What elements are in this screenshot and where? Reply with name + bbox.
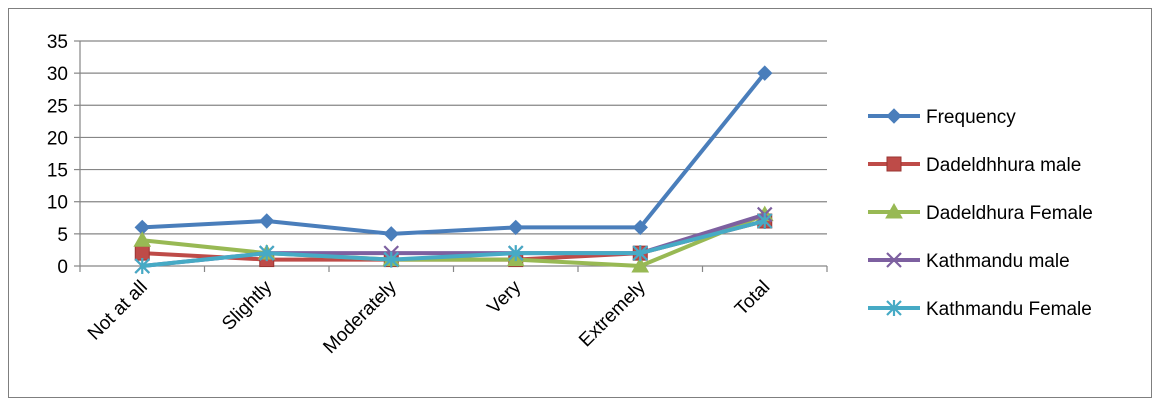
data-point xyxy=(258,245,275,262)
x-tick-label: Total xyxy=(731,277,774,320)
series-lines xyxy=(133,65,774,274)
legend-marker xyxy=(886,252,902,268)
data-point xyxy=(632,219,648,236)
series-3 xyxy=(134,206,773,274)
legend-marker xyxy=(886,156,902,172)
y-tick-label: 10 xyxy=(47,193,68,214)
legend-marker xyxy=(885,202,903,219)
data-point xyxy=(133,231,152,247)
x-tick-label: Very xyxy=(484,276,526,318)
series-line xyxy=(142,212,766,268)
y-tick-label: 25 xyxy=(47,96,68,117)
x-tick-label: Slightly xyxy=(218,276,277,335)
legend-label: Dadeldhura Female xyxy=(926,203,1093,224)
series-2 xyxy=(133,205,774,273)
data-point xyxy=(383,251,400,268)
x-tick-label: Moderately xyxy=(319,276,401,358)
legend-entry: Kathmandu male xyxy=(868,251,1070,272)
x-tick-label: Extremely xyxy=(575,276,650,351)
legend-marker xyxy=(886,300,902,316)
legend-label: Frequency xyxy=(926,107,1016,128)
y-tick-label: 35 xyxy=(47,32,68,53)
data-point xyxy=(631,256,650,273)
data-point xyxy=(259,213,275,229)
legend-entry: Dadeldhhura male xyxy=(868,155,1081,176)
legend-label: Kathmandu Female xyxy=(926,299,1092,320)
x-axis-tick-labels: Not at all Slightly Moderately Very Extremel… xyxy=(84,276,774,358)
data-point xyxy=(134,258,151,274)
series-line xyxy=(142,71,767,236)
axes xyxy=(74,40,828,272)
data-point xyxy=(508,219,524,236)
y-tick-label: 15 xyxy=(47,161,68,182)
legend-entry: Kathmandu Female xyxy=(868,299,1092,320)
x-tick-label: Not at all xyxy=(84,277,152,345)
data-point xyxy=(757,65,773,81)
data-point xyxy=(632,245,649,262)
y-tick-label: 0 xyxy=(57,257,68,278)
data-point xyxy=(507,245,524,262)
legend-marker xyxy=(886,108,902,124)
y-tick-label: 5 xyxy=(57,225,68,246)
y-tick-label: 20 xyxy=(47,128,68,149)
legend-entry: Dadeldhura Female xyxy=(868,202,1093,224)
series-line xyxy=(142,219,766,268)
legend-entry: Frequency xyxy=(868,107,1016,128)
data-point xyxy=(756,213,773,229)
legend-label: Kathmandu male xyxy=(926,251,1070,272)
legend: Frequency Dadeldhhura male Dadeldhura Fema… xyxy=(868,107,1093,320)
data-point xyxy=(383,226,399,242)
series-0 xyxy=(134,65,773,242)
y-tick-label: 30 xyxy=(47,64,68,85)
y-axis-tick-labels: 0 5 10 15 20 25 30 35 xyxy=(47,32,68,278)
series-4 xyxy=(134,213,773,274)
legend-label: Dadeldhhura male xyxy=(926,155,1081,176)
